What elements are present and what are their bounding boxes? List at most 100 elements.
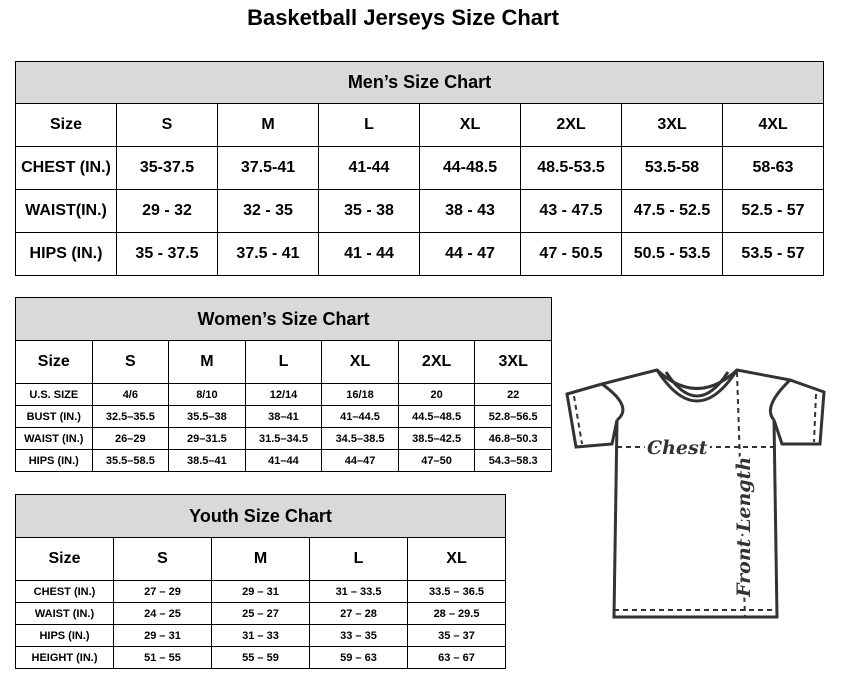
column-header: S	[116, 103, 218, 147]
column-header: 3XL	[474, 340, 552, 384]
table-cell: 35.5–38	[168, 405, 246, 428]
table-cell: 50.5 - 53.5	[621, 232, 723, 276]
womens-size-table: Women’s Size Chart Size S M L XL 2XL 3XL U.S. SI…	[15, 297, 552, 472]
table-cell: 29 – 31	[211, 580, 310, 603]
youth-size-table: Youth Size Chart Size S M L XL CHEST (IN.) 27 –…	[15, 494, 506, 669]
table-cell: 34.5–38.5	[321, 427, 399, 450]
table-row: HIPS (IN.) 29 – 31 31 – 33 33 – 35 35 – 37	[15, 624, 506, 647]
table-cell: 41–44	[244, 449, 323, 472]
table-cell: 59 – 63	[309, 646, 408, 669]
table-cell: 44.5–48.5	[397, 405, 476, 428]
table-cell: 44 - 47	[419, 232, 521, 276]
table-row: WAIST (IN.) 24 – 25 25 – 27 27 – 28 28 – 29.…	[15, 602, 506, 625]
row-label: HEIGHT (IN.)	[15, 646, 114, 669]
table-cell: 37.5 - 41	[217, 232, 319, 276]
table-cell: 47.5 - 52.5	[621, 189, 723, 233]
table-cell: 53.5 - 57	[722, 232, 824, 276]
table-cell: 58-63	[722, 146, 824, 190]
table-cell: 63 – 67	[407, 646, 506, 669]
table-cell: 53.5-58	[621, 146, 723, 190]
table-row: WAIST (IN.) 26–29 29–31.5 31.5–34.5 34.5–38.…	[15, 427, 552, 450]
row-label: U.S. SIZE	[15, 383, 93, 406]
table-cell: 27 – 28	[309, 602, 408, 625]
column-header: L	[309, 537, 408, 581]
row-label: HIPS (IN.)	[15, 232, 117, 276]
column-header: M	[217, 103, 319, 147]
row-label: WAIST(IN.)	[15, 189, 117, 233]
row-label: BUST (IN.)	[15, 405, 93, 428]
table-cell: 8/10	[168, 383, 246, 406]
table-row: HEIGHT (IN.) 51 – 55 55 – 59 59 – 63 63 – 67	[15, 646, 506, 669]
column-header: S	[91, 340, 170, 384]
table-cell: 32.5–35.5	[91, 405, 170, 428]
table-cell: 12/14	[244, 383, 323, 406]
table-cell: 44–47	[321, 449, 399, 472]
size-header-row: Size S M L XL	[15, 537, 506, 581]
chest-label: Chest	[647, 437, 708, 459]
row-label: WAIST (IN.)	[15, 602, 114, 625]
column-header: S	[113, 537, 212, 581]
column-header: 2XL	[520, 103, 622, 147]
table-row: HIPS (IN.) 35.5–58.5 38.5–41 41–44 44–47 47–5…	[15, 449, 552, 472]
table-cell: 29 – 31	[113, 624, 212, 647]
table-cell: 31.5–34.5	[244, 427, 323, 450]
table-cell: 35 - 38	[318, 189, 420, 233]
table-cell: 31 – 33	[211, 624, 310, 647]
table-cell: 47–50	[397, 449, 476, 472]
table-row: CHEST (IN.) 35-37.5 37.5-41 41-44 44-48.5 48.…	[15, 146, 824, 190]
table-row: HIPS (IN.) 35 - 37.5 37.5 - 41 41 - 44 44 - …	[15, 232, 824, 276]
table-heading: Women’s Size Chart	[15, 297, 552, 341]
table-cell: 35-37.5	[116, 146, 218, 190]
table-cell: 51 – 55	[113, 646, 212, 669]
table-cell: 47 - 50.5	[520, 232, 622, 276]
table-cell: 27 – 29	[113, 580, 212, 603]
column-header: 4XL	[722, 103, 824, 147]
table-cell: 52.8–56.5	[474, 405, 552, 428]
table-cell: 48.5-53.5	[520, 146, 622, 190]
table-cell: 28 – 29.5	[407, 602, 506, 625]
table-cell: 22	[474, 383, 552, 406]
table-cell: 43 - 47.5	[520, 189, 622, 233]
table-row: BUST (IN.) 32.5–35.5 35.5–38 38–41 41–44.5 44…	[15, 405, 552, 428]
table-cell: 38.5–42.5	[397, 427, 476, 450]
front-length-label: Front Length	[733, 457, 755, 598]
column-header: L	[244, 340, 323, 384]
table-cell: 26–29	[91, 427, 170, 450]
column-header: XL	[407, 537, 506, 581]
table-cell: 54.3–58.3	[474, 449, 552, 472]
row-label: CHEST (IN.)	[15, 580, 114, 603]
table-cell: 41 - 44	[318, 232, 420, 276]
table-cell: 31 – 33.5	[309, 580, 408, 603]
table-heading: Men’s Size Chart	[15, 61, 824, 104]
table-cell: 35 - 37.5	[116, 232, 218, 276]
size-header-row: Size S M L XL 2XL 3XL 4XL	[15, 103, 824, 147]
page-title: Basketball Jerseys Size Chart	[247, 5, 559, 30]
table-cell: 29 - 32	[116, 189, 218, 233]
column-header: Size	[15, 103, 117, 147]
table-cell: 4/6	[91, 383, 170, 406]
table-cell: 46.8–50.3	[474, 427, 552, 450]
table-cell: 35 – 37	[407, 624, 506, 647]
column-header: 3XL	[621, 103, 723, 147]
table-row: U.S. SIZE 4/6 8/10 12/14 16/18 20 22	[15, 383, 552, 406]
table-cell: 41–44.5	[321, 405, 399, 428]
table-cell: 41-44	[318, 146, 420, 190]
table-cell: 38.5–41	[168, 449, 246, 472]
table-cell: 44-48.5	[419, 146, 521, 190]
table-cell: 37.5-41	[217, 146, 319, 190]
row-label: HIPS (IN.)	[15, 624, 114, 647]
table-cell: 29–31.5	[168, 427, 246, 450]
table-cell: 25 – 27	[211, 602, 310, 625]
size-header-row: Size S M L XL 2XL 3XL	[15, 340, 552, 384]
table-row: CHEST (IN.) 27 – 29 29 – 31 31 – 33.5 33.5 –…	[15, 580, 506, 603]
column-header: XL	[419, 103, 521, 147]
column-header: L	[318, 103, 420, 147]
table-cell: 38 - 43	[419, 189, 521, 233]
table-cell: 35.5–58.5	[91, 449, 170, 472]
table-row: WAIST(IN.) 29 - 32 32 - 35 35 - 38 38 - 43 43…	[15, 189, 824, 233]
column-header: 2XL	[397, 340, 476, 384]
t-shirt-icon: Chest Front Length	[565, 368, 826, 619]
table-cell: 16/18	[321, 383, 399, 406]
table-cell: 20	[397, 383, 476, 406]
column-header: XL	[321, 340, 399, 384]
